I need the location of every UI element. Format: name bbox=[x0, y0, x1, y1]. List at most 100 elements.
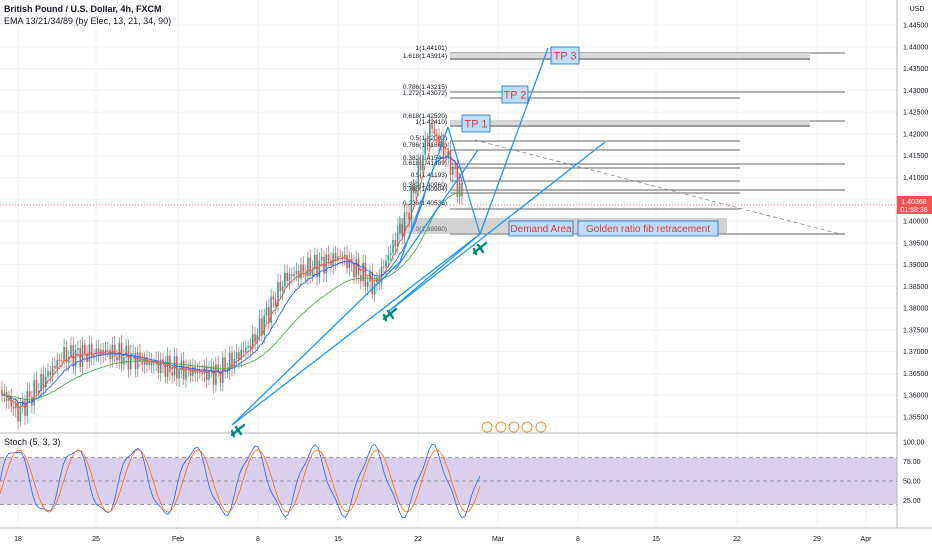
candle-body bbox=[302, 264, 305, 273]
candle-body bbox=[132, 353, 134, 354]
stoch-d-line bbox=[0, 449, 481, 513]
candle-body bbox=[385, 260, 387, 268]
candle-body bbox=[284, 272, 286, 287]
stoch-tick: 25.00 bbox=[903, 498, 921, 505]
candle-body bbox=[49, 371, 52, 376]
golden-ratio-label: Golden ratio fib retracement bbox=[586, 224, 710, 235]
candle-body bbox=[95, 348, 98, 355]
candle-body bbox=[15, 402, 17, 409]
indicator-title[interactable]: EMA 13/21/34/89 (by Elec, 13, 21, 34, 90… bbox=[4, 16, 172, 26]
candle-body bbox=[74, 350, 77, 367]
candle-body bbox=[341, 256, 344, 259]
event-flag-icon bbox=[521, 421, 533, 433]
candle-body bbox=[153, 363, 155, 366]
time-tick: 22 bbox=[733, 536, 741, 543]
golden-ratio-box bbox=[577, 220, 719, 237]
candle-body bbox=[86, 353, 88, 362]
candle-body bbox=[277, 282, 279, 307]
candle-body bbox=[440, 140, 443, 147]
tp3-label: TP 3 bbox=[553, 50, 576, 62]
candle-body bbox=[212, 366, 215, 385]
candle-body bbox=[44, 376, 47, 388]
candle-body bbox=[334, 253, 337, 261]
currency-label: USD bbox=[910, 6, 925, 13]
candle-body bbox=[426, 138, 429, 143]
candle-body bbox=[369, 271, 371, 282]
trend-line bbox=[447, 126, 481, 235]
candle-body bbox=[17, 402, 19, 422]
price-tick: 1.37000 bbox=[903, 349, 928, 356]
candle-body bbox=[348, 258, 351, 268]
candle-body bbox=[201, 372, 203, 374]
candle-body bbox=[337, 256, 339, 261]
stoch-tick: 75.00 bbox=[903, 459, 921, 466]
candle-body bbox=[40, 373, 42, 391]
candle-body bbox=[392, 240, 394, 254]
airplane-marker-icon bbox=[472, 241, 488, 256]
candle-body bbox=[56, 359, 58, 369]
candle-body bbox=[279, 282, 282, 292]
fib-label: 0.786(1.40904) bbox=[403, 186, 447, 193]
candle-body bbox=[12, 406, 15, 409]
time-tick: 25 bbox=[92, 536, 100, 543]
price-tick: 1.38000 bbox=[903, 306, 928, 313]
price-tick: 1.43000 bbox=[903, 88, 928, 95]
candle-body bbox=[235, 352, 238, 360]
candle-body bbox=[408, 212, 410, 220]
candle-body bbox=[28, 391, 31, 398]
candle-body bbox=[21, 400, 24, 406]
stoch-k-line bbox=[0, 443, 481, 519]
airplane-marker-icon bbox=[382, 307, 398, 322]
event-flag-icon bbox=[481, 421, 493, 433]
candle-body bbox=[247, 345, 249, 348]
price-tick: 1.39000 bbox=[903, 262, 928, 269]
candle-body bbox=[208, 369, 210, 380]
fib-label: 0.618(1.42520) bbox=[403, 113, 447, 120]
stoch-title[interactable]: Stoch (5, 3, 3) bbox=[4, 437, 61, 447]
candle-body bbox=[224, 357, 226, 372]
candle-body bbox=[449, 150, 452, 175]
candle-body bbox=[318, 260, 321, 278]
candle-body bbox=[293, 274, 295, 276]
candle-body bbox=[431, 124, 433, 129]
time-tick: 8 bbox=[576, 536, 580, 543]
candle-body bbox=[97, 348, 100, 356]
time-tick: 8 bbox=[256, 536, 260, 543]
candle-body bbox=[90, 344, 93, 357]
symbol-title[interactable]: British Pound / U.S. Dollar, 4h, FXCM bbox=[4, 4, 162, 14]
time-tick: 22 bbox=[414, 536, 422, 543]
price-tick: 1.37500 bbox=[903, 327, 928, 334]
trend-line bbox=[387, 233, 481, 313]
price-tick: 1.42500 bbox=[903, 110, 928, 117]
stoch-tick: 50.00 bbox=[903, 479, 921, 486]
candle-body bbox=[123, 357, 125, 365]
candle-body bbox=[314, 254, 316, 270]
price-tick: 1.44000 bbox=[903, 44, 928, 51]
candle-body bbox=[422, 154, 424, 171]
annotations: TP 3 TP 2 TP 1 Demand Area Golden ratio fib … bbox=[461, 46, 719, 433]
candle-body bbox=[362, 262, 364, 282]
candle-body bbox=[433, 128, 436, 134]
price-tick: 1.39500 bbox=[903, 240, 928, 247]
candle-body bbox=[297, 270, 300, 279]
candle-body bbox=[261, 318, 263, 335]
candle-body bbox=[215, 364, 217, 385]
candle-body bbox=[148, 360, 150, 365]
candle-body bbox=[323, 256, 325, 274]
candle-body bbox=[231, 352, 233, 369]
candle-body bbox=[159, 359, 162, 374]
candle-body bbox=[371, 271, 374, 295]
fib-band bbox=[450, 53, 810, 60]
candle-body bbox=[291, 274, 293, 276]
candle-body bbox=[419, 160, 422, 171]
candle-body bbox=[194, 367, 196, 374]
candle-body bbox=[417, 160, 420, 189]
ema-line-40 bbox=[1, 192, 463, 401]
candle-body bbox=[141, 360, 144, 365]
candle-body bbox=[38, 390, 40, 394]
candle-body bbox=[226, 371, 229, 373]
candle-body bbox=[456, 168, 459, 197]
tp1-box bbox=[461, 114, 491, 133]
candle-body bbox=[281, 286, 284, 292]
